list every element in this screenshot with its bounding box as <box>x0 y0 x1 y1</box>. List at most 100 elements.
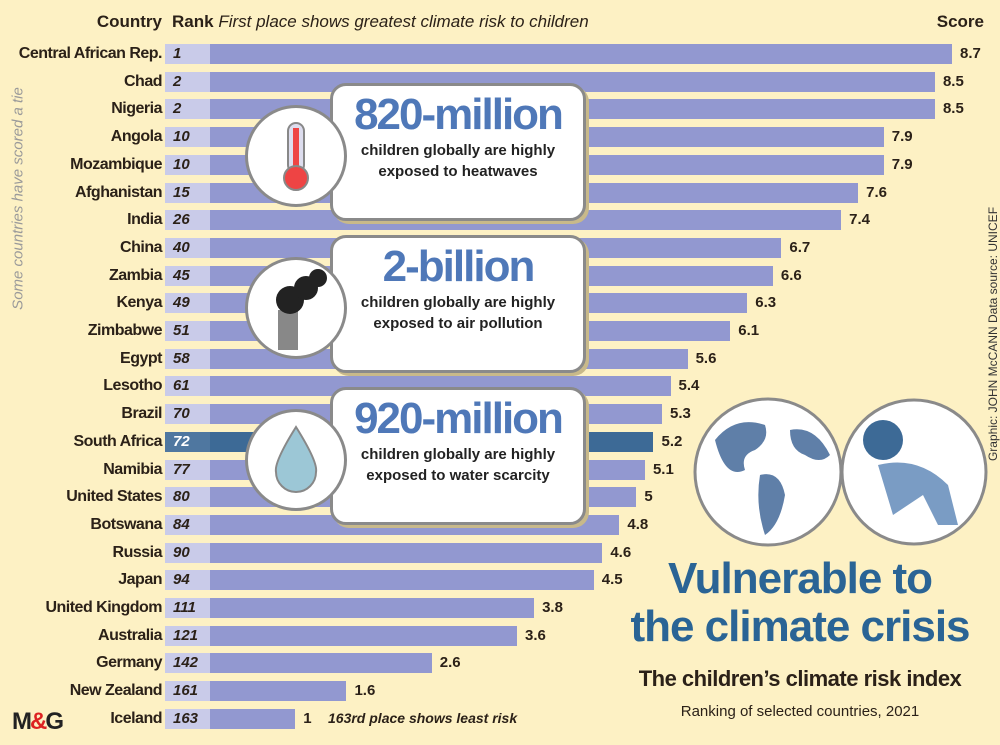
callout-figure: 2-billion <box>382 242 536 291</box>
country-label: Angola <box>110 128 163 146</box>
callout-box: 2-billion children globally are highly e… <box>330 235 586 373</box>
country-label: Nigeria <box>111 100 162 118</box>
rank-label: 26 <box>165 210 210 231</box>
callout-line2-text: exposed to <box>373 315 457 332</box>
rank-label: 45 <box>165 265 210 286</box>
rank-note: First place shows greatest climate risk … <box>218 12 589 31</box>
bar <box>210 681 347 702</box>
rank-header: Rank First place shows greatest climate … <box>172 12 589 32</box>
value-label: 2.6 <box>439 654 461 672</box>
rank-label: 61 <box>165 376 210 397</box>
rank-label: 142 <box>165 653 210 674</box>
child-icon <box>840 398 988 546</box>
country-label: Egypt <box>120 349 162 367</box>
value-label: 5.4 <box>678 377 700 395</box>
country-label: Australia <box>98 626 162 644</box>
callout-line2: exposed to air pollution <box>333 313 583 334</box>
value-label: 8.5 <box>942 72 964 90</box>
footer-note: 163rd place shows least risk <box>328 710 518 726</box>
rank-label: 84 <box>165 514 210 535</box>
country-label: India <box>127 211 162 229</box>
country-label: Central African Rep. <box>18 45 163 62</box>
rank-label: 40 <box>165 237 210 258</box>
country-label: Lesotho <box>103 377 162 395</box>
rank-label: 163 <box>165 708 210 729</box>
rank-label: 51 <box>165 321 210 341</box>
country-label: Brazil <box>121 405 162 423</box>
value-label: 5 <box>644 488 653 506</box>
logo: M&G <box>12 708 64 735</box>
value-label: 7.9 <box>891 155 913 173</box>
callout-line1: children globally are highly <box>360 446 556 463</box>
country-label: Namibia <box>103 460 162 478</box>
callout-hazard: heatwaves <box>461 163 538 180</box>
bar-row: Japan 94 4.5 <box>0 570 1000 592</box>
bar <box>210 598 535 618</box>
country-label: Zimbabwe <box>87 322 163 339</box>
country-label: Japan <box>118 571 162 589</box>
score-header: Score <box>936 12 984 31</box>
value-label: 8.5 <box>942 100 964 118</box>
callout-box: 920-million children globally are highly… <box>330 387 586 525</box>
rank-label: 1 <box>165 44 210 64</box>
country-label: Chad <box>124 72 163 90</box>
callout-box: 820-million children globally are highly… <box>330 83 586 221</box>
country-label: New Zealand <box>69 682 163 700</box>
bar <box>210 44 952 64</box>
country-label: Iceland <box>110 709 162 727</box>
bar-row: Germany 142 2.6 <box>0 653 1000 675</box>
title-line1: Vulnerable to <box>667 554 933 603</box>
callout-line2-text: exposed to <box>366 467 450 484</box>
bar-row: Central African Rep. 1 8.7 <box>0 44 1000 66</box>
bar-row: Iceland 163 1 <box>0 708 1000 731</box>
smokestack-icon <box>245 257 347 359</box>
callout-line2-text: exposed to <box>378 163 462 180</box>
value-label: 6.1 <box>738 322 760 339</box>
value-label: 4.6 <box>610 543 632 561</box>
rank-label: 15 <box>165 182 210 203</box>
rank-label: 10 <box>165 127 210 148</box>
bar <box>210 653 432 674</box>
value-label: 6.3 <box>755 294 777 312</box>
value-label: 5.3 <box>670 405 691 423</box>
country-label: Botswana <box>90 515 162 533</box>
country-header: Country <box>96 12 162 31</box>
callout-line1: children globally are highly <box>360 294 556 311</box>
rank-label: 2 <box>165 99 210 120</box>
value-label: 6.6 <box>780 266 802 284</box>
bar <box>210 542 603 563</box>
bar-row: New Zealand 161 1.6 <box>0 681 1000 703</box>
country-label: South Africa <box>73 432 162 450</box>
bar <box>210 708 296 729</box>
rank-header-label: Rank <box>172 12 214 31</box>
rank-label: 72 <box>165 431 210 452</box>
rank-label: 10 <box>165 154 210 175</box>
callout-figure: 920-million <box>354 394 564 443</box>
rank-label: 58 <box>165 348 210 369</box>
value-label: 3.8 <box>542 599 563 616</box>
rank-label: 80 <box>165 487 210 508</box>
bar-row: United Kingdom 111 3.8 <box>0 598 1000 620</box>
value-label: 7.9 <box>891 128 913 146</box>
value-label: 7.4 <box>849 211 870 229</box>
rank-label: 49 <box>165 293 210 314</box>
bar <box>210 625 518 646</box>
value-label: 5.6 <box>695 349 717 367</box>
rank-label: 90 <box>165 542 210 563</box>
country-label: United Kingdom <box>45 599 162 616</box>
caption: Ranking of selected countries, 2021 <box>680 703 920 720</box>
globe-icon <box>693 397 843 547</box>
value-label: 1.6 <box>354 682 376 700</box>
bar-row: Russia 90 4.6 <box>0 542 1000 565</box>
country-label: Russia <box>112 543 163 561</box>
rank-label: 94 <box>165 570 210 591</box>
value-label: 4.8 <box>627 515 649 533</box>
water-drop-icon <box>245 409 347 511</box>
value-label: 5.1 <box>652 460 674 478</box>
rank-label: 2 <box>165 71 210 92</box>
title-line2: the climate crisis <box>630 602 970 651</box>
callout-figure: 820-million <box>354 90 564 139</box>
callout-hazard: air pollution <box>456 315 543 332</box>
value-label: 4.5 <box>601 571 623 589</box>
